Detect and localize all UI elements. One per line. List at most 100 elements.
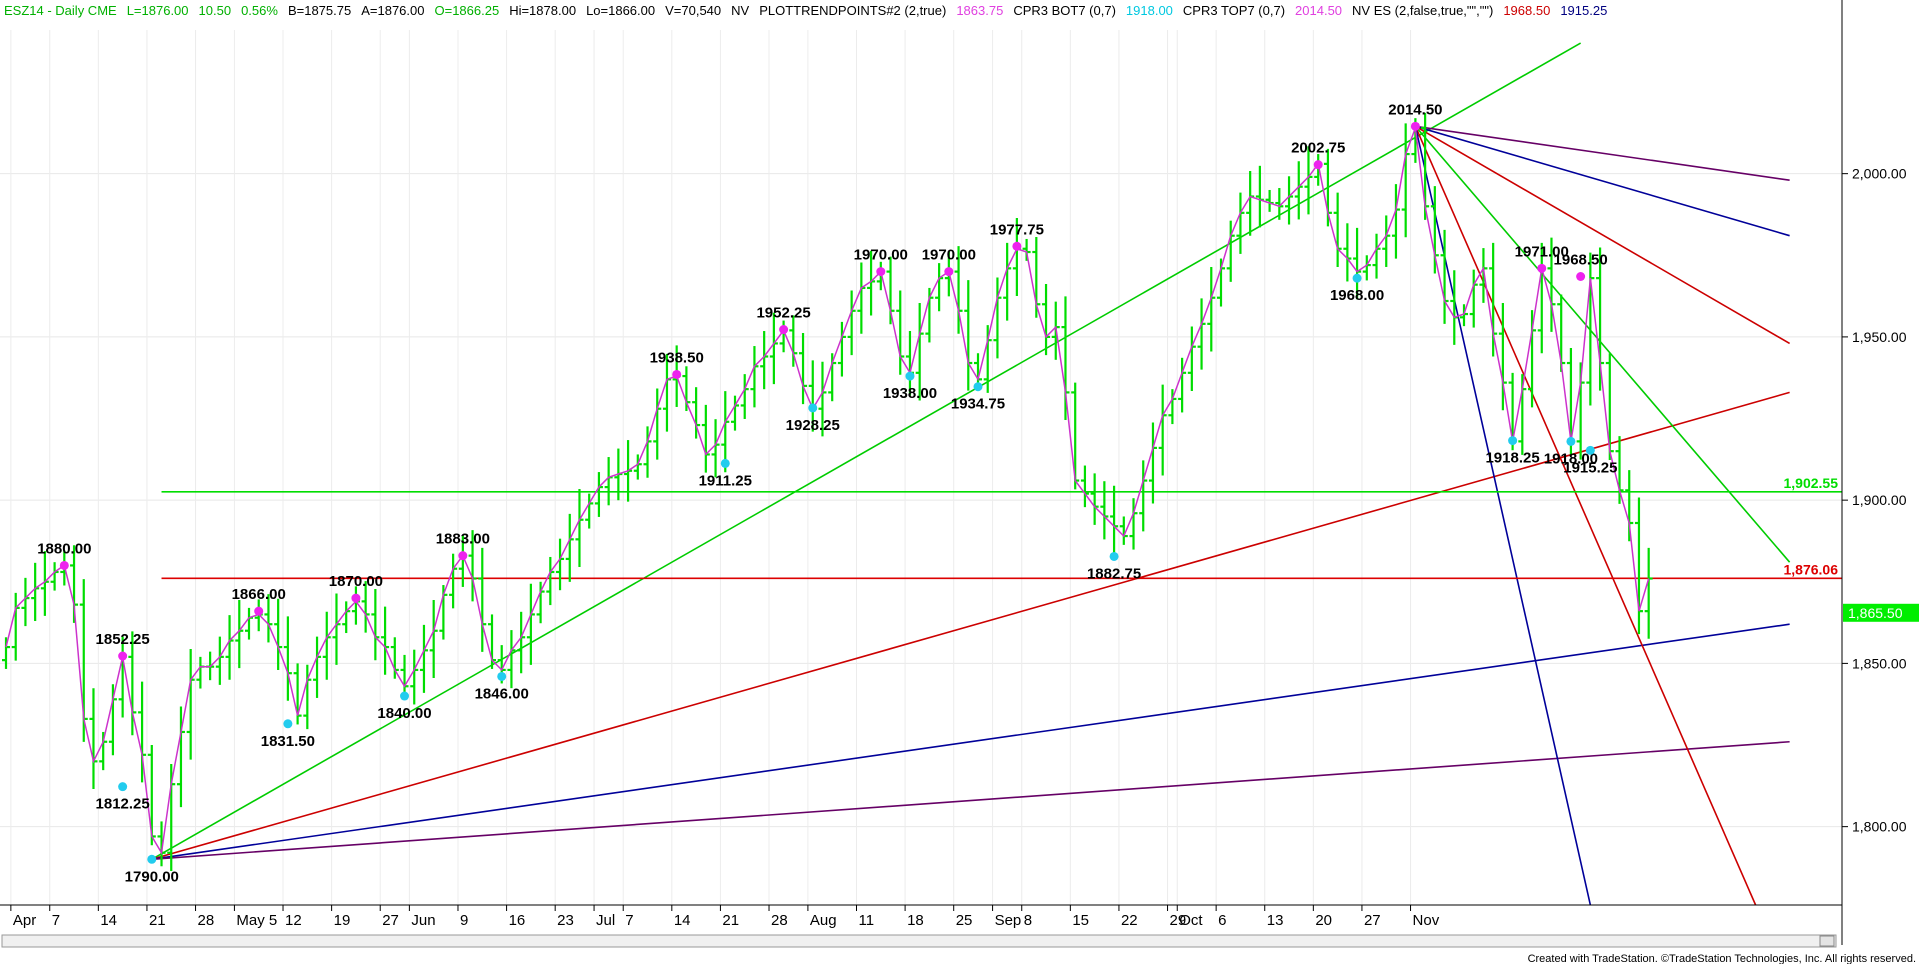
pivot-label: 1882.75: [1087, 565, 1141, 582]
x-tick-label: 7: [52, 912, 60, 929]
pivot-marker: [283, 719, 293, 729]
pivot-marker: [147, 854, 157, 864]
header-item: NV: [731, 3, 749, 18]
price-bar: [1644, 547, 1653, 639]
x-tick-label: 14: [100, 912, 117, 929]
pivot-label: 1852.25: [96, 631, 150, 648]
x-tick-label: Jun: [411, 912, 435, 929]
pivot-marker: [254, 606, 264, 616]
x-tick-label: 19: [334, 912, 351, 929]
pivot-marker: [1410, 121, 1420, 131]
pivot-label: 1968.00: [1330, 287, 1384, 304]
pivot-label: 1880.00: [37, 540, 91, 557]
x-tick-label: 13: [1267, 912, 1284, 929]
angle-line: [1414, 125, 1757, 905]
pivot-marker: [1109, 551, 1119, 561]
y-tick-label: 1,950.00: [1852, 329, 1907, 345]
header-item: ESZ14 - Daily CME: [4, 3, 117, 18]
pivot-label: 1812.25: [96, 796, 150, 813]
pivot-label: 1970.00: [922, 247, 976, 264]
pivot-marker: [1508, 436, 1518, 446]
x-tick-label: 12: [285, 912, 302, 929]
horizontal-scrollbar[interactable]: [1, 934, 1837, 948]
header-item: PLOTTRENDPOINTS#2 (2,true): [759, 3, 946, 18]
x-tick-label: 14: [674, 912, 691, 929]
x-tick-label: Apr: [13, 912, 36, 929]
x-tick-label: 29: [1170, 912, 1187, 929]
x-tick-label: 25: [956, 912, 973, 929]
pivot-label: 1915.25: [1563, 459, 1617, 476]
pivot-marker: [458, 551, 468, 561]
last-price-flag: [1843, 603, 1919, 622]
header-item: 10.50: [199, 3, 232, 18]
pivot-label: 1952.25: [756, 305, 810, 322]
header-item: 1918.00: [1126, 3, 1173, 18]
footer-credit: Created with TradeStation. ©TradeStation…: [1528, 953, 1916, 964]
pivot-label: 1866.00: [232, 586, 286, 603]
header-item: 0.56%: [241, 3, 278, 18]
chart-header: ESZ14 - Daily CME L=1876.00 10.50 0.56% B=18…: [4, 3, 1607, 18]
x-tick-label: 21: [722, 912, 739, 929]
x-tick-label: 28: [198, 912, 215, 929]
pivot-label: 1790.00: [125, 868, 179, 885]
pivot-marker: [1576, 272, 1586, 282]
header-item: Lo=1866.00: [586, 3, 655, 18]
pivot-marker: [905, 371, 915, 381]
header-item: Hi=1878.00: [509, 3, 576, 18]
angle-line: [151, 623, 1790, 861]
pivot-label: 1840.00: [377, 705, 431, 722]
x-tick-label: 15: [1072, 912, 1089, 929]
pivot-label: 2014.50: [1388, 101, 1442, 118]
pivot-label: 1938.50: [650, 349, 704, 366]
grid-layer: [0, 30, 1842, 905]
pivot-marker: [351, 593, 361, 603]
pivot-label: 1977.75: [990, 221, 1044, 238]
header-item: V=70,540: [665, 3, 721, 18]
last-price-label: 1,865.50: [1848, 605, 1903, 621]
pivot-marker: [400, 691, 410, 701]
angle-line: [1414, 125, 1791, 345]
header-item: CPR3 BOT7 (0,7): [1013, 3, 1116, 18]
x-tick-label: Sep: [995, 912, 1022, 929]
pivot-label: 1831.50: [261, 733, 315, 750]
zigzag-line: [5, 127, 1650, 856]
x-tick-label: 18: [907, 912, 924, 929]
pivot-marker: [1585, 445, 1595, 455]
angle-lines-layer: [151, 42, 1791, 905]
y-tick-label: 1,900.00: [1852, 492, 1907, 508]
pivot-marker: [1566, 436, 1576, 446]
x-tick-label: 16: [509, 912, 526, 929]
header-item: L=1876.00: [127, 3, 189, 18]
x-tick-label: 23: [557, 912, 574, 929]
pivot-marker: [720, 458, 730, 468]
zigzag-layer: [5, 127, 1650, 856]
pivot-marker: [944, 267, 954, 277]
pivot-label: 1846.00: [475, 685, 529, 702]
pivot-marker: [497, 671, 507, 681]
annotations-layer: 1880.00 1852.25 1812.25 1790.00 1866.00 1831.…: [37, 101, 1617, 885]
x-tick-label: Aug: [810, 912, 837, 929]
pivot-label: 1968.50: [1554, 252, 1608, 269]
x-tick-label: 9: [460, 912, 468, 929]
pivot-marker: [1537, 263, 1547, 273]
pivot-label: 1970.00: [854, 247, 908, 264]
price-level-label: 1,876.06: [1784, 561, 1839, 577]
scrollbar-thumb[interactable]: [1819, 935, 1835, 947]
pivot-marker: [118, 651, 128, 661]
pivot-label: 1870.00: [329, 573, 383, 590]
pivot-label: 1918.00: [1544, 450, 1598, 467]
angle-line: [1415, 125, 1790, 181]
pivot-marker: [1313, 160, 1323, 170]
pivot-label: 1911.25: [699, 472, 752, 489]
header-item: B=1875.75: [288, 3, 351, 18]
x-tick-label: 6: [1218, 912, 1226, 929]
x-tick-label: 7: [625, 912, 633, 929]
x-tick-label: 20: [1315, 912, 1332, 929]
y-tick-label: 1,850.00: [1852, 655, 1907, 671]
pivot-marker: [1352, 273, 1362, 283]
x-tick-label: Jul: [596, 912, 615, 929]
pivot-label: 1938.00: [883, 385, 937, 402]
